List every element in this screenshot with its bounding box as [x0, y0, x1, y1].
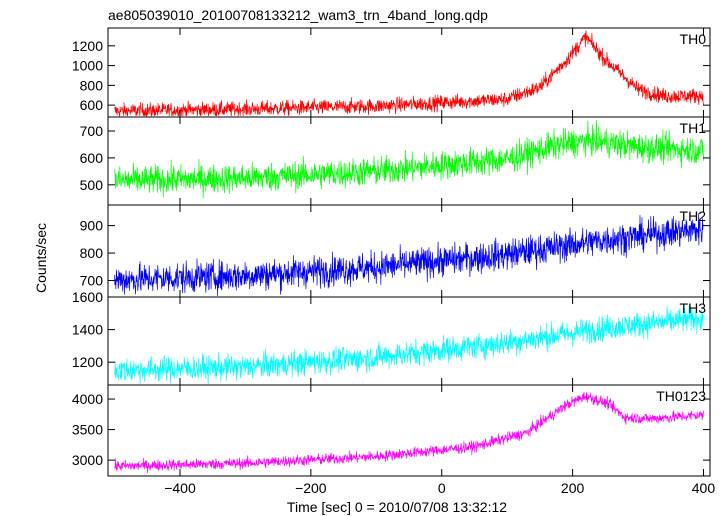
- y-tick-label: 900: [80, 218, 104, 234]
- series-line-th3: [114, 305, 704, 385]
- panel-th2: 700 800 900 TH2: [80, 204, 711, 298]
- y-tick-label: 1000: [72, 58, 103, 74]
- y-tick-label: 600: [80, 150, 104, 166]
- y-tick-label: 3500: [72, 422, 103, 438]
- panel-frame: [107, 204, 711, 298]
- x-tick-label: 0: [438, 480, 446, 496]
- series-line-th0: [114, 30, 704, 117]
- series-line-th2: [114, 213, 704, 297]
- y-tick-label: 1200: [72, 38, 103, 54]
- panel-frame: [107, 384, 711, 477]
- y-tick-label: 4000: [72, 391, 103, 407]
- series-label-th0123: TH0123: [656, 388, 706, 404]
- y-tick-label: 3000: [72, 452, 103, 468]
- y-tick-label: 700: [80, 273, 104, 289]
- series-label-th0: TH0: [680, 31, 707, 47]
- y-tick-label: 700: [80, 123, 104, 139]
- y-tick-label: 1400: [72, 322, 103, 338]
- panel-th0123: 3000 3500 4000 TH0123: [72, 384, 711, 477]
- chart-title: ae805039010_20100708133212_wam3_trn_4ban…: [108, 7, 488, 23]
- x-tick-label: 200: [561, 480, 585, 496]
- series-label-th3: TH3: [680, 300, 707, 316]
- y-tick-label: 1200: [72, 354, 103, 370]
- y-tick-label: 800: [80, 77, 104, 93]
- series-label-th2: TH2: [680, 208, 707, 224]
- x-tick-label: 400: [692, 480, 716, 496]
- panel-th1: 500 600 700 TH1: [80, 116, 711, 206]
- y-axis-label: Counts/sec: [33, 223, 49, 293]
- series-line-th1: [114, 119, 704, 199]
- series-line-th0123: [114, 391, 704, 473]
- chart-panels: 600 800 1000 1200 TH0 500 600 700 TH1 700 800 900 TH…: [72, 27, 716, 496]
- y-tick-label: 600: [80, 97, 104, 113]
- series-label-th1: TH1: [680, 120, 707, 136]
- x-tick-label: −400: [164, 480, 196, 496]
- x-axis-label: Time [sec] 0 = 2010/07/08 13:32:12: [287, 499, 507, 515]
- y-tick-label: 500: [80, 177, 104, 193]
- x-tick-label: −200: [295, 480, 327, 496]
- y-tick-label: 800: [80, 245, 104, 261]
- panel-th0: 600 800 1000 1200 TH0: [72, 27, 711, 118]
- y-tick-label: 1600: [72, 289, 103, 305]
- panel-th3: 1200 1400 1600 TH3: [72, 289, 711, 386]
